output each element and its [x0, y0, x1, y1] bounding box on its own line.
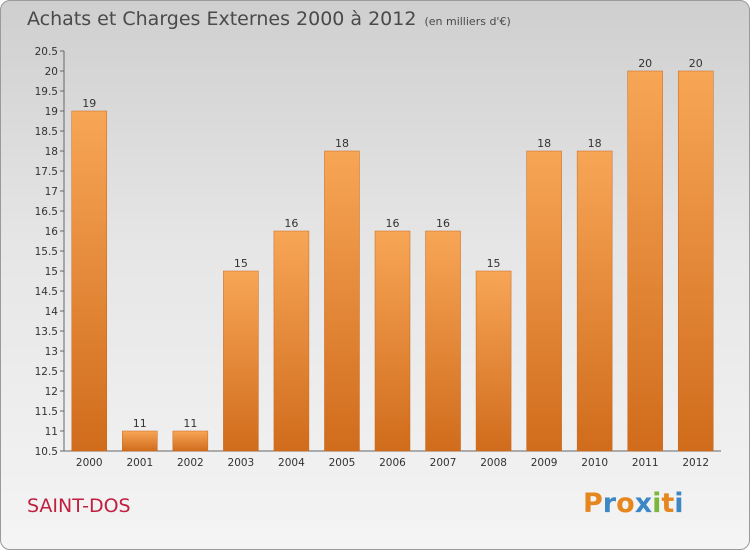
bar-value-label: 18 — [537, 137, 551, 150]
chart-subtitle: (en milliers d'€) — [424, 15, 511, 28]
logo-letter: x — [634, 488, 653, 519]
x-tick-label: 2008 — [480, 457, 507, 469]
x-tick-label: 2007 — [430, 457, 457, 469]
bar-2001 — [122, 430, 158, 452]
chart-bars — [71, 70, 714, 452]
bar-value-label: 16 — [284, 217, 298, 230]
y-tick-label: 20 — [45, 66, 58, 78]
bar-2009 — [526, 150, 562, 452]
x-tick-label: 2003 — [228, 457, 255, 469]
x-tick-label: 2009 — [531, 457, 558, 469]
y-tick-label: 12 — [45, 386, 58, 398]
bar-value-label: 15 — [234, 257, 248, 270]
proxiti-logo: Proxiti — [583, 488, 684, 519]
bar-2002 — [172, 430, 209, 452]
y-tick-label: 12.5 — [35, 366, 58, 378]
bar-2003 — [223, 270, 259, 452]
chart-title-text: Achats et Charges Externes 2000 à 2012 — [27, 8, 417, 30]
bar-2005 — [324, 150, 360, 452]
bar-value-label: 16 — [386, 217, 400, 230]
y-tick-label: 13 — [45, 346, 58, 358]
x-tick-label: 2010 — [581, 457, 608, 469]
place-name: SAINT-DOS — [27, 495, 131, 517]
x-tick-label: 2004 — [278, 457, 305, 469]
y-tick-label: 16 — [45, 226, 59, 238]
chart-labels: 19 11 11 15 16 18 16 16 15 18 18 20 20 — [82, 57, 702, 430]
bar-value-label: 20 — [689, 57, 703, 70]
logo-letter: i — [652, 488, 662, 519]
y-tick-label: 14.5 — [35, 286, 58, 298]
y-tick-label: 19 — [45, 106, 58, 118]
bar-2006 — [374, 230, 411, 452]
y-tick-label: 11 — [45, 426, 58, 438]
bar-2004 — [273, 230, 310, 452]
bar-2011 — [627, 70, 663, 452]
y-tick-label: 17.5 — [35, 166, 58, 178]
x-tick-label: 2012 — [682, 457, 709, 469]
y-tick-label: 19.5 — [35, 86, 58, 98]
x-tick-label: 2006 — [379, 457, 406, 469]
y-tick-label: 13.5 — [35, 326, 58, 338]
x-tick-label: 2011 — [632, 457, 659, 469]
y-tick-label: 16.5 — [35, 206, 58, 218]
bar-value-label: 20 — [638, 57, 652, 70]
y-tick-label: 15.5 — [35, 246, 58, 258]
bar-2010 — [576, 150, 613, 452]
bar-2007 — [425, 230, 461, 452]
logo-letter: i — [674, 488, 684, 519]
y-tick-label: 18 — [45, 146, 58, 158]
bar-value-label: 11 — [133, 417, 147, 430]
bar-value-label: 11 — [183, 417, 197, 430]
x-tick-label: 2001 — [126, 457, 153, 469]
x-tick-label: 2005 — [329, 457, 356, 469]
y-tick-label: 15 — [45, 266, 58, 278]
logo-letter: r — [602, 488, 617, 519]
logo-letter: t — [661, 488, 675, 519]
chart-title: Achats et Charges Externes 2000 à 2012 (e… — [27, 8, 511, 30]
bar-2000 — [71, 110, 108, 452]
logo-letter: P — [583, 488, 603, 519]
y-tick-label: 17 — [45, 186, 58, 198]
bar-value-label: 16 — [436, 217, 450, 230]
y-tick-label: 11.5 — [35, 406, 58, 418]
bar-value-label: 18 — [335, 137, 349, 150]
y-tick-label: 20.5 — [35, 46, 58, 58]
x-tick-label: 2000 — [76, 457, 103, 469]
y-tick-label: 10.5 — [35, 446, 58, 458]
bar-2008 — [475, 270, 512, 452]
bar-value-label: 19 — [82, 97, 96, 110]
x-tick-label: 2002 — [177, 457, 204, 469]
logo-letter: o — [616, 488, 635, 519]
y-tick-label: 18.5 — [35, 126, 58, 138]
bar-2012 — [677, 70, 714, 452]
bar-value-label: 15 — [487, 257, 501, 270]
bar-value-label: 18 — [588, 137, 602, 150]
y-tick-label: 14 — [45, 306, 59, 318]
